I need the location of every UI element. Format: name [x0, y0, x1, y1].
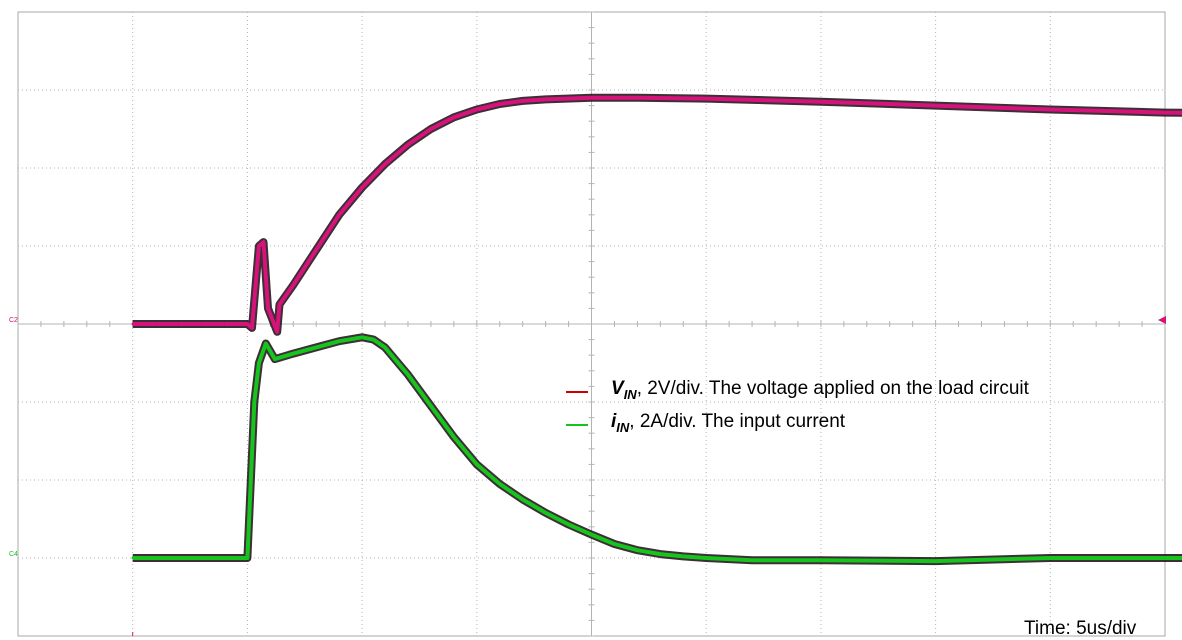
data-point-iin: [273, 357, 277, 361]
data-point-vin: [266, 307, 270, 310]
data-point-iin: [264, 342, 267, 345]
data-point-vin: [498, 102, 501, 106]
data-point-vin: [250, 326, 254, 330]
data-point-iin: [567, 523, 570, 526]
legend-desc-iin: , 2A/div. The input current: [629, 411, 846, 432]
data-point-vin: [315, 248, 318, 252]
data-point-iin: [590, 533, 593, 536]
data-point-iin: [246, 556, 249, 560]
data-point-vin: [590, 96, 593, 100]
legend-desc-vin: , 2V/div. The voltage applied on the loa…: [636, 378, 1029, 399]
data-point-iin: [498, 482, 501, 486]
data-point-iin: [452, 435, 456, 439]
data-point-iin: [475, 463, 478, 466]
data-point-vin: [544, 98, 547, 101]
grid: [17, 11, 1166, 637]
data-point-vin: [131, 322, 134, 326]
data-point-vin: [705, 97, 708, 100]
data-point-iin: [360, 336, 364, 339]
data-point-iin: [406, 373, 410, 376]
data-point-iin: [659, 552, 662, 556]
data-point-iin: [750, 559, 754, 562]
data-point-vin: [819, 100, 823, 103]
data-point-iin: [636, 549, 639, 552]
legend-swatch-vin: [566, 391, 588, 393]
trigger-arrow-icon: [1158, 316, 1166, 324]
data-point-iin: [934, 559, 937, 563]
data-point-iin: [292, 352, 295, 355]
data-point-iin: [257, 361, 261, 365]
legend-symbol-vin: VIN: [611, 378, 637, 402]
channel-label-c2: C2: [9, 317, 18, 324]
data-point-vin: [278, 303, 281, 306]
data-point-iin: [429, 404, 433, 408]
data-point-vin: [276, 330, 279, 333]
data-point-vin: [452, 116, 456, 119]
data-point-vin: [521, 99, 524, 103]
channel-markers: C2 C4: [9, 316, 1166, 636]
data-point-iin: [383, 346, 387, 349]
data-point-vin: [360, 186, 364, 189]
data-point-iin: [253, 400, 256, 404]
data-point-vin: [262, 240, 265, 244]
data-point-iin: [544, 511, 547, 514]
data-point-iin: [131, 556, 134, 560]
data-point-vin: [292, 283, 295, 287]
trace-iin: [132, 335, 1182, 564]
data-point-iin: [819, 559, 823, 562]
data-point-iin: [705, 556, 708, 560]
data-point-vin: [406, 143, 410, 146]
traces: [131, 93, 1182, 566]
data-point-vin: [383, 162, 387, 166]
data-point-iin: [521, 498, 524, 501]
data-point-vin: [636, 96, 639, 100]
data-point-iin: [1163, 556, 1167, 560]
data-point-iin: [337, 339, 341, 343]
data-point-vin: [475, 108, 478, 111]
data-point-iin: [682, 555, 685, 558]
data-point-vin: [429, 127, 433, 131]
data-point-vin: [1049, 108, 1052, 111]
timebase-label: Time: 5us/div: [1024, 618, 1137, 639]
data-point-iin: [372, 338, 375, 341]
legend-swatch-iin: [566, 424, 588, 426]
data-point-vin: [257, 244, 261, 248]
data-point-vin: [934, 104, 937, 107]
data-point-vin: [337, 213, 341, 216]
legend-symbol-iin: iIN: [611, 411, 630, 435]
legend-label-vin: VIN, 2V/div. The voltage applied on the …: [611, 378, 1029, 402]
data-point-vin: [246, 322, 249, 326]
trace-vin: [132, 95, 1182, 334]
channel-label-c4: C4: [9, 551, 18, 558]
data-point-iin: [1049, 556, 1052, 560]
data-point-iin: [315, 346, 318, 349]
data-point-iin: [613, 542, 616, 546]
data-point-vin: [1163, 111, 1167, 114]
legend-label-iin: iIN, 2A/div. The input current: [611, 411, 845, 435]
